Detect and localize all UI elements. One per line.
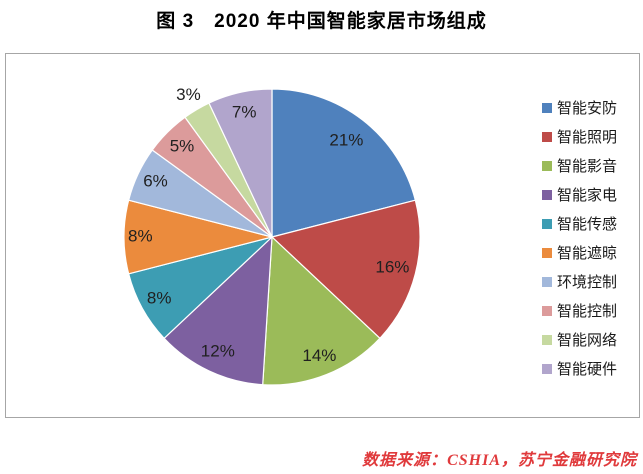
pie-slice-label: 16% <box>375 257 409 276</box>
legend-label: 智能控制 <box>557 303 618 320</box>
pie-slice <box>262 235 381 386</box>
legend-item: 智能安防 <box>542 93 617 122</box>
legend-swatch <box>542 363 552 374</box>
legend-label: 智能家电 <box>557 187 618 204</box>
legend-swatch <box>542 102 552 113</box>
pie-slice-label: 12% <box>201 342 235 361</box>
pie-slice <box>208 88 273 238</box>
legend-label: 环境控制 <box>557 274 618 291</box>
pie-slice-label: 6% <box>143 172 168 191</box>
legend-item: 智能硬件 <box>542 354 617 383</box>
chart-area: 21% 16% 14% 12% 8% 8% 6% 5% 3% 7% 智能安防智能照明智能影音智能家… <box>5 53 640 418</box>
data-source: 数据来源：CSHIA，苏宁金融研究院 <box>362 452 637 469</box>
chart-title: 图 3 2020 年中国智能家居市场组成 <box>156 11 487 32</box>
pie-slice-label: 21% <box>329 131 363 150</box>
legend-item: 智能遮晾 <box>542 238 617 267</box>
legend-swatch <box>542 247 552 258</box>
pie-slice-label: 8% <box>128 226 153 245</box>
pie-slice-label: 14% <box>302 346 336 365</box>
legend-item: 智能传感 <box>542 209 617 238</box>
pie-slice-label: 3% <box>176 85 201 104</box>
pie-slice <box>270 199 421 340</box>
legend-label: 智能安防 <box>557 100 618 117</box>
legend-label: 智能传感 <box>557 216 618 233</box>
pie-slice <box>271 88 417 238</box>
legend-swatch <box>542 131 552 142</box>
pie-slice-label: 8% <box>147 288 172 307</box>
legend-swatch <box>542 160 552 171</box>
pie-slice <box>163 235 273 386</box>
legend-label: 智能遮晾 <box>557 245 618 262</box>
legend-label: 智能照明 <box>557 129 618 146</box>
legend-item: 智能影音 <box>542 151 617 180</box>
legend-label: 智能网络 <box>557 332 618 349</box>
legend-swatch <box>542 276 552 287</box>
legend: 智能安防智能照明智能影音智能家电智能传感智能遮晾环境控制智能控制智能网络智能硬件 <box>542 93 617 383</box>
legend-swatch <box>542 334 552 345</box>
legend-label: 智能影音 <box>557 158 618 175</box>
legend-label: 智能硬件 <box>557 361 618 378</box>
legend-item: 环境控制 <box>542 267 617 296</box>
legend-item: 智能网络 <box>542 325 617 354</box>
legend-item: 智能控制 <box>542 296 617 325</box>
legend-swatch <box>542 189 552 200</box>
legend-swatch <box>542 218 552 229</box>
legend-item: 智能照明 <box>542 122 617 151</box>
legend-swatch <box>542 305 552 316</box>
pie-slice-label: 5% <box>170 136 195 155</box>
pie-chart: 21% 16% 14% 12% 8% 8% 6%5% 3% 7% <box>123 85 421 386</box>
legend-item: 智能家电 <box>542 180 617 209</box>
pie-slice-label: 7% <box>232 102 257 121</box>
